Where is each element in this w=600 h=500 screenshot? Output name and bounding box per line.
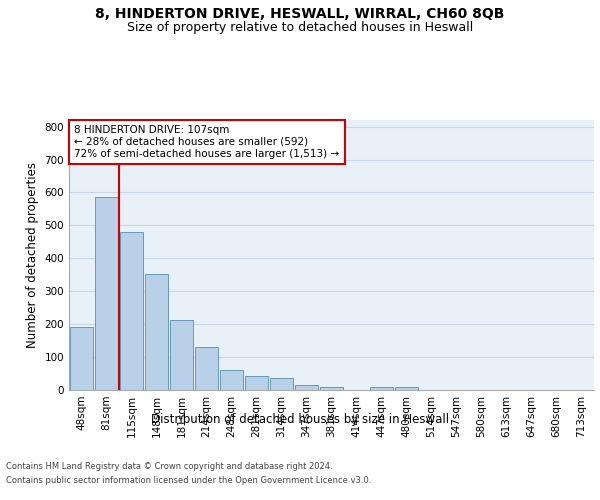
- Text: Distribution of detached houses by size in Heswall: Distribution of detached houses by size …: [151, 412, 449, 426]
- Bar: [395, 386, 418, 390]
- Bar: [195, 347, 218, 390]
- Bar: [70, 328, 93, 390]
- Bar: [370, 386, 393, 390]
- Y-axis label: Number of detached properties: Number of detached properties: [26, 162, 39, 348]
- Bar: [170, 320, 193, 390]
- Text: Size of property relative to detached houses in Heswall: Size of property relative to detached ho…: [127, 21, 473, 34]
- Bar: [120, 232, 143, 390]
- Bar: [295, 385, 318, 390]
- Bar: [145, 274, 168, 390]
- Bar: [220, 370, 243, 390]
- Bar: [320, 386, 343, 390]
- Text: Contains HM Land Registry data © Crown copyright and database right 2024.: Contains HM Land Registry data © Crown c…: [6, 462, 332, 471]
- Bar: [245, 376, 268, 390]
- Text: 8 HINDERTON DRIVE: 107sqm
← 28% of detached houses are smaller (592)
72% of semi: 8 HINDERTON DRIVE: 107sqm ← 28% of detac…: [74, 126, 340, 158]
- Text: 8, HINDERTON DRIVE, HESWALL, WIRRAL, CH60 8QB: 8, HINDERTON DRIVE, HESWALL, WIRRAL, CH6…: [95, 8, 505, 22]
- Text: Contains public sector information licensed under the Open Government Licence v3: Contains public sector information licen…: [6, 476, 371, 485]
- Bar: [270, 378, 293, 390]
- Bar: [95, 198, 118, 390]
